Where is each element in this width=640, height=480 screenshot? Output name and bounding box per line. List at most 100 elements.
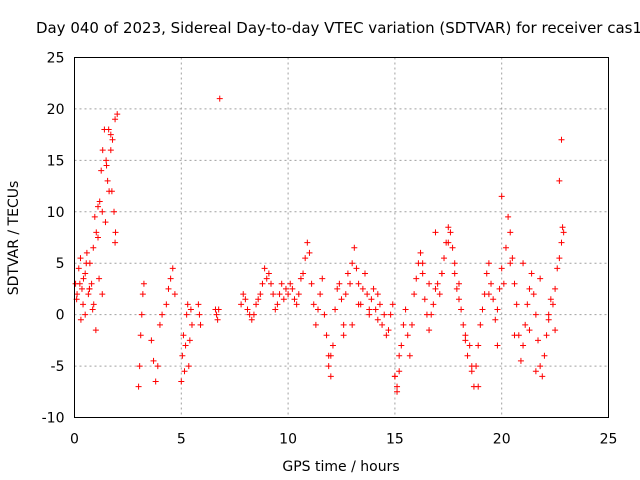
data-point [438, 270, 445, 277]
data-point [80, 275, 87, 282]
data-point [183, 311, 190, 318]
data-point [293, 301, 300, 308]
data-point [432, 285, 439, 292]
y-tick-label: -10 [42, 411, 65, 427]
data-point [340, 321, 347, 328]
data-point [111, 208, 118, 215]
data-point [329, 342, 336, 349]
data-point [285, 291, 292, 298]
data-point [507, 260, 514, 267]
data-point [458, 306, 465, 313]
data-point [287, 280, 294, 287]
chart-title: Day 040 of 2023, Sidereal Day-to-day VTE… [36, 19, 640, 37]
data-point [89, 306, 96, 313]
data-point [428, 311, 435, 318]
x-tick-label: 0 [70, 432, 79, 448]
data-point [498, 193, 505, 200]
data-point [517, 357, 524, 364]
data-point [455, 296, 462, 303]
data-point [359, 285, 366, 292]
y-axis-label: SDTVAR / TECUs [6, 181, 22, 296]
y-tick-label: 0 [56, 308, 65, 324]
x-tick-label: 5 [177, 432, 186, 448]
data-point [253, 301, 260, 308]
data-point [180, 332, 187, 339]
data-point [289, 285, 296, 292]
data-point [549, 301, 556, 308]
data-point [394, 383, 401, 390]
data-point [366, 306, 373, 313]
data-point [323, 332, 330, 339]
data-point [417, 249, 424, 256]
data-point [537, 363, 544, 370]
data-point [240, 291, 247, 298]
data-point [99, 147, 106, 154]
data-point [317, 291, 324, 298]
data-point [85, 291, 92, 298]
data-point [552, 285, 559, 292]
data-point [109, 136, 116, 143]
data-point [238, 301, 245, 308]
data-point [513, 301, 520, 308]
data-point [312, 321, 319, 328]
data-point [306, 249, 313, 256]
data-point [383, 332, 390, 339]
data-point [154, 363, 161, 370]
data-point [140, 280, 147, 287]
data-point [91, 213, 98, 220]
data-point [336, 280, 343, 287]
data-point [248, 316, 255, 323]
data-point [167, 275, 174, 282]
data-point [488, 280, 495, 287]
data-point [80, 301, 87, 308]
data-point [455, 280, 462, 287]
data-point [462, 332, 469, 339]
data-point [374, 316, 381, 323]
data-point [182, 342, 189, 349]
data-point [319, 275, 326, 282]
data-point [139, 291, 146, 298]
data-point [103, 162, 110, 169]
data-point [381, 311, 388, 318]
data-point [498, 265, 505, 272]
data-point [159, 311, 166, 318]
data-point [99, 291, 106, 298]
data-point [451, 270, 458, 277]
data-point [398, 342, 405, 349]
data-point [259, 280, 266, 287]
data-point [195, 301, 202, 308]
data-point [526, 327, 533, 334]
data-point [391, 373, 398, 380]
data-point [178, 378, 185, 385]
data-point [522, 321, 529, 328]
data-point [426, 280, 433, 287]
data-point [82, 270, 89, 277]
data-point [78, 285, 85, 292]
data-point [321, 311, 328, 318]
data-point [213, 311, 220, 318]
data-point [524, 301, 531, 308]
data-point [114, 111, 121, 118]
y-tick-label: -5 [51, 359, 65, 375]
data-point [355, 301, 362, 308]
data-point [327, 352, 334, 359]
data-point [485, 260, 492, 267]
data-point [185, 363, 192, 370]
data-point [270, 291, 277, 298]
data-point [528, 270, 535, 277]
data-point [82, 311, 89, 318]
data-point [453, 285, 460, 292]
data-point [411, 291, 418, 298]
data-point [532, 368, 539, 375]
data-point [295, 291, 302, 298]
data-point [315, 306, 322, 313]
data-point [462, 337, 469, 344]
data-point [94, 234, 101, 241]
data-point [300, 270, 307, 277]
data-point [364, 291, 371, 298]
grid [74, 57, 609, 418]
data-point [349, 260, 356, 267]
data-point [385, 327, 392, 334]
data-point [460, 321, 467, 328]
data-point [250, 311, 257, 318]
